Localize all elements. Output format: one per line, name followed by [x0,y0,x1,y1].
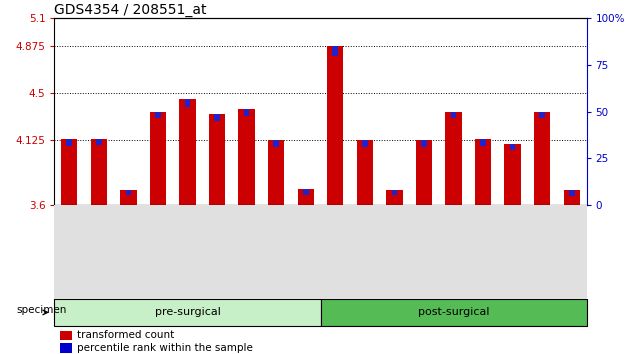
Text: transformed count: transformed count [77,330,174,341]
Bar [214,114,220,121]
Bar [60,331,72,340]
Bar [179,99,196,205]
Bar [126,190,131,195]
Bar [303,189,308,195]
Bar [569,190,574,196]
Bar [356,140,373,205]
Bar [297,189,314,205]
Bar [534,112,551,205]
Bar [121,190,137,205]
Bar [320,299,587,326]
Text: post-surgical: post-surgical [418,307,489,318]
Bar [273,140,279,147]
Bar [421,140,427,147]
Text: pre-surgical: pre-surgical [154,307,221,318]
Bar [327,46,344,205]
Text: GDS4354 / 208551_at: GDS4354 / 208551_at [54,3,207,17]
Bar [362,140,368,147]
Bar [268,140,285,205]
Bar [54,299,320,326]
Bar [480,139,486,146]
Bar [333,46,338,57]
Bar [185,99,190,107]
Bar [60,343,72,353]
Bar [244,109,249,116]
Bar [155,112,161,118]
Bar [61,139,78,205]
Bar [451,112,456,118]
Bar [445,112,462,205]
Bar [563,190,580,205]
Bar [539,112,545,118]
Bar [238,109,254,205]
Bar [67,139,72,146]
Bar [387,190,403,205]
Bar [510,144,515,150]
Text: specimen: specimen [17,305,67,315]
Bar [392,190,397,195]
Bar [209,114,225,205]
Text: percentile rank within the sample: percentile rank within the sample [77,343,253,353]
Bar [96,139,102,145]
Bar [150,112,166,205]
Bar [416,140,432,205]
Bar [90,139,107,205]
Bar [504,144,520,205]
Bar [475,139,491,205]
